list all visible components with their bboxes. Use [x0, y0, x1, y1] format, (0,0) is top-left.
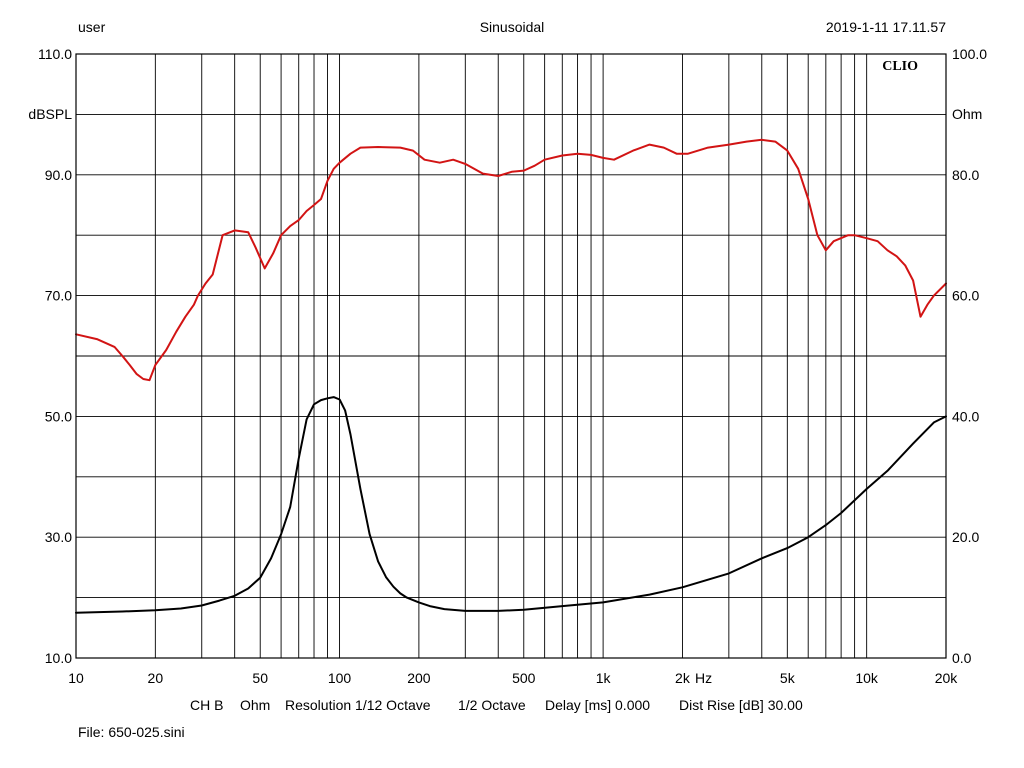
left-tick-label: 10.0: [45, 650, 72, 666]
x-tick-label: 2k: [675, 670, 691, 686]
left-tick-label: 110.0: [38, 46, 72, 62]
x-tick-label: 100: [328, 670, 352, 686]
x-tick-label: 20k: [935, 670, 959, 686]
right-tick-label: 60.0: [952, 288, 979, 304]
left-axis-unit: dBSPL: [28, 106, 72, 122]
right-tick-label: 0.0: [952, 650, 972, 666]
spl-curve: [75, 138, 947, 382]
footer-unit: Ohm: [240, 697, 270, 713]
x-tick-label: 10: [68, 670, 84, 686]
x-tick-label: 1k: [596, 670, 612, 686]
footer-dist-rise: Dist Rise [dB] 30.00: [679, 697, 803, 713]
right-tick-label: 80.0: [952, 167, 979, 183]
clio-logo: CLIO: [882, 59, 918, 74]
plot-grid: [76, 54, 946, 658]
footer-resolution: Resolution 1/12 Octave: [285, 697, 431, 713]
right-tick-label: 40.0: [952, 408, 979, 424]
x-tick-label: 50: [252, 670, 268, 686]
x-tick-label: 200: [407, 670, 431, 686]
header-timestamp: 2019-1-11 17.11.57: [826, 19, 946, 35]
x-tick-label: 5k: [780, 670, 796, 686]
left-tick-label: 70.0: [45, 288, 72, 304]
header-user: user: [78, 19, 106, 35]
right-tick-label: 100.0: [952, 46, 987, 62]
x-axis-unit: Hz: [695, 670, 712, 686]
footer-file: File: 650-025.sini: [78, 724, 185, 740]
left-tick-label: 90.0: [45, 167, 72, 183]
right-axis-unit: Ohm: [952, 106, 982, 122]
footer-delay: Delay [ms] 0.000: [545, 697, 650, 713]
footer-octave: 1/2 Octave: [458, 697, 526, 713]
impedance-curve: [75, 396, 947, 614]
axis-labels: 110.090.070.050.030.010.0100.080.060.040…: [38, 46, 987, 686]
left-tick-label: 50.0: [45, 408, 72, 424]
header-mode: Sinusoidal: [480, 19, 545, 35]
x-tick-label: 500: [512, 670, 536, 686]
left-tick-label: 30.0: [45, 529, 72, 545]
footer-channel: CH B: [190, 697, 223, 713]
plot-frame: [75, 53, 947, 659]
plot-curves: [75, 138, 947, 614]
x-tick-label: 20: [148, 670, 164, 686]
x-tick-label: 10k: [855, 670, 879, 686]
right-tick-label: 20.0: [952, 529, 979, 545]
